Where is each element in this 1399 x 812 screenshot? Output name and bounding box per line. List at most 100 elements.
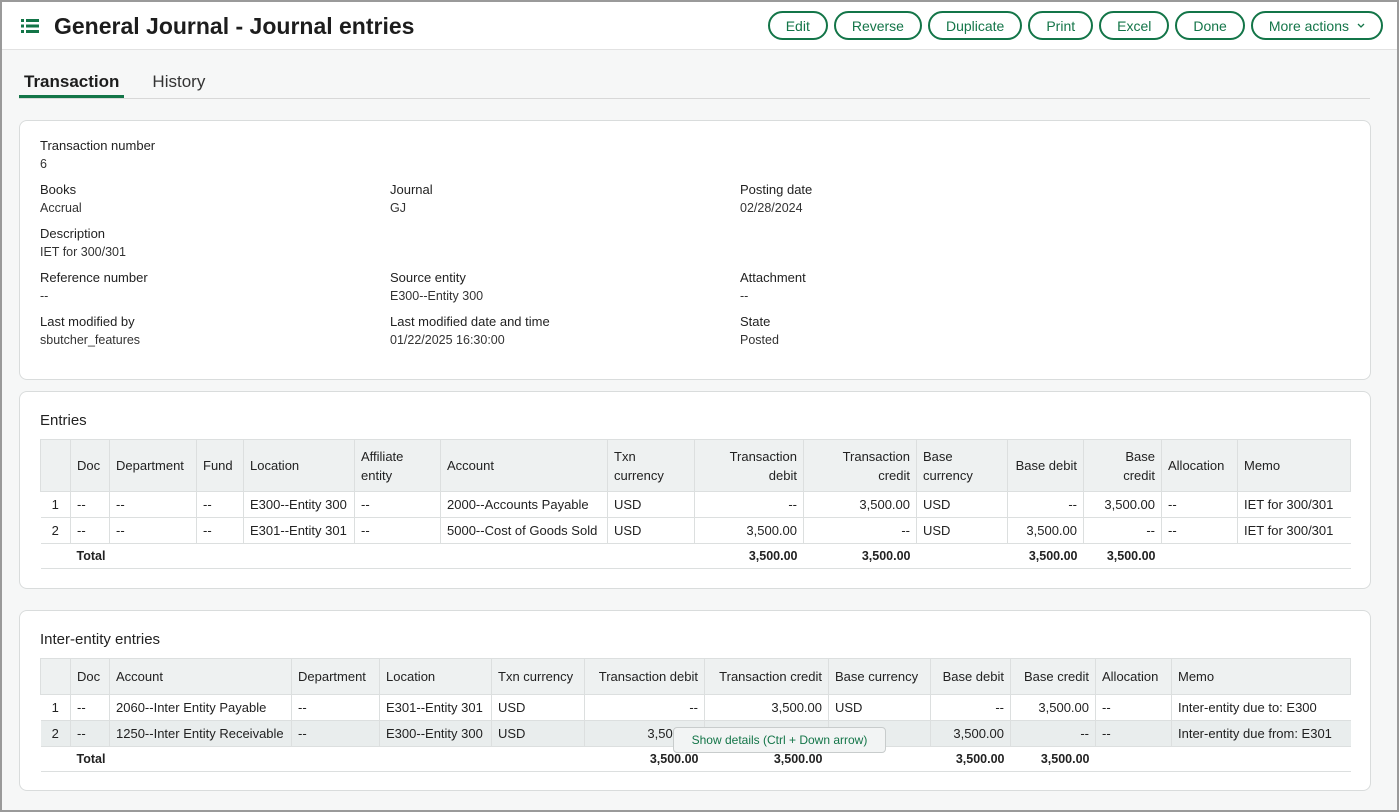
- column-header: Allocation: [1162, 440, 1238, 492]
- column-header: Affiliate entity: [355, 440, 441, 492]
- cell: --: [110, 492, 197, 518]
- field-value: 02/28/2024: [740, 201, 1090, 215]
- cell: E301--Entity 301: [244, 518, 355, 544]
- total-cell: 3,500.00: [1008, 544, 1084, 569]
- column-header: Memo: [1238, 440, 1351, 492]
- field-label: State: [740, 314, 1090, 333]
- field-label: Last modified by: [40, 314, 390, 333]
- cell: E301--Entity 301: [380, 695, 492, 721]
- total-cell: [41, 544, 71, 569]
- cell: USD: [492, 695, 585, 721]
- actions: EditReverseDuplicatePrintExcelDoneMore a…: [768, 11, 1383, 40]
- field-label: Journal: [390, 182, 740, 201]
- cell: --: [931, 695, 1011, 721]
- cell: 3,500.00: [1084, 492, 1162, 518]
- action-button[interactable]: Excel: [1099, 11, 1169, 40]
- details-card: Transaction number6BooksAccrualJournalGJ…: [19, 120, 1371, 380]
- cell: E300--Entity 300: [244, 492, 355, 518]
- column-header: Account: [110, 659, 292, 695]
- entries-card: Entries DocDepartmentFundLocationAffilia…: [19, 391, 1371, 589]
- table-row[interactable]: 1------E300--Entity 300--2000--Accounts …: [41, 492, 1351, 518]
- field-value: IET for 300/301: [40, 245, 390, 259]
- cell: --: [197, 518, 244, 544]
- header-row: DocDepartmentFundLocationAffiliate entit…: [41, 440, 1351, 492]
- tab[interactable]: History: [147, 68, 210, 98]
- field-label: Reference number: [40, 270, 390, 289]
- field-row: BooksAccrualJournalGJPosting date02/28/2…: [40, 182, 1090, 215]
- cell: --: [110, 518, 197, 544]
- action-button[interactable]: Duplicate: [928, 11, 1022, 40]
- field-value: 01/22/2025 16:30:00: [390, 333, 740, 347]
- field-value: Accrual: [40, 201, 390, 215]
- total-cell: [244, 544, 355, 569]
- cell: --: [292, 721, 380, 747]
- column-header: Transaction debit: [695, 440, 804, 492]
- field-value: sbutcher_features: [40, 333, 390, 347]
- field: JournalGJ: [390, 182, 740, 215]
- cell: 3,500.00: [1008, 518, 1084, 544]
- cell: --: [197, 492, 244, 518]
- action-button[interactable]: Edit: [768, 11, 828, 40]
- cell: USD: [492, 721, 585, 747]
- action-button[interactable]: Done: [1175, 11, 1244, 40]
- action-button[interactable]: Print: [1028, 11, 1093, 40]
- total-cell: [917, 544, 1008, 569]
- field-row: Reference number--Source entityE300--Ent…: [40, 270, 1090, 303]
- cell: --: [1162, 492, 1238, 518]
- total-cell: [1162, 544, 1238, 569]
- table-row[interactable]: 2------E301--Entity 301--5000--Cost of G…: [41, 518, 1351, 544]
- cell: Inter-entity due from: E301: [1172, 721, 1351, 747]
- field-value: 6: [40, 157, 390, 171]
- field: Posting date02/28/2024: [740, 182, 1090, 215]
- cell: IET for 300/301: [1238, 518, 1351, 544]
- cell: 1250--Inter Entity Receivable: [110, 721, 292, 747]
- cell: --: [1096, 695, 1172, 721]
- field-label: Source entity: [390, 270, 740, 289]
- field-label: Last modified date and time: [390, 314, 740, 333]
- page-title: General Journal - Journal entries: [54, 13, 414, 40]
- cell: 3,500.00: [1011, 695, 1096, 721]
- tab[interactable]: Transaction: [19, 68, 124, 98]
- field-value: E300--Entity 300: [390, 289, 740, 303]
- cell: --: [1096, 721, 1172, 747]
- column-header: Transaction credit: [705, 659, 829, 695]
- cell: USD: [608, 492, 695, 518]
- section-title: Entries: [40, 412, 87, 429]
- column-header: [41, 659, 71, 695]
- column-header: Transaction debit: [585, 659, 705, 695]
- cell: 3,500.00: [931, 721, 1011, 747]
- total-cell: [41, 747, 71, 772]
- column-header: Base debit: [1008, 440, 1084, 492]
- cell: 1: [41, 492, 71, 518]
- field: Attachment--: [740, 270, 1090, 303]
- action-button[interactable]: Reverse: [834, 11, 922, 40]
- field: Last modified date and time01/22/2025 16…: [390, 314, 740, 347]
- table-row[interactable]: 1--2060--Inter Entity Payable--E301--Ent…: [41, 695, 1351, 721]
- tooltip: Show details (Ctrl + Down arrow): [673, 727, 886, 753]
- cell: USD: [917, 518, 1008, 544]
- menu-icon[interactable]: [21, 17, 41, 35]
- column-header: Base credit: [1084, 440, 1162, 492]
- inter-entity-card: Inter-entity entries DocAccountDepartmen…: [19, 610, 1371, 791]
- total-row: Total3,500.003,500.003,500.003,500.00: [41, 544, 1351, 569]
- field: Last modified bysbutcher_features: [40, 314, 390, 347]
- cell: IET for 300/301: [1238, 492, 1351, 518]
- header-row: DocAccountDepartmentLocationTxn currency…: [41, 659, 1351, 695]
- field-label: Description: [40, 226, 390, 245]
- field-label: Posting date: [740, 182, 1090, 201]
- action-button[interactable]: More actions: [1251, 11, 1383, 40]
- total-cell: [110, 747, 292, 772]
- total-cell: 3,500.00: [931, 747, 1011, 772]
- field: BooksAccrual: [40, 182, 390, 215]
- total-cell: Total: [71, 747, 110, 772]
- field: DescriptionIET for 300/301: [40, 226, 390, 259]
- cell: 5000--Cost of Goods Sold: [441, 518, 608, 544]
- tabs: Transaction History: [19, 68, 1370, 99]
- cell: --: [71, 721, 110, 747]
- field-label: Attachment: [740, 270, 1090, 289]
- total-cell: [197, 544, 244, 569]
- column-header: Account: [441, 440, 608, 492]
- total-cell: [608, 544, 695, 569]
- cell: --: [804, 518, 917, 544]
- total-cell: [355, 544, 441, 569]
